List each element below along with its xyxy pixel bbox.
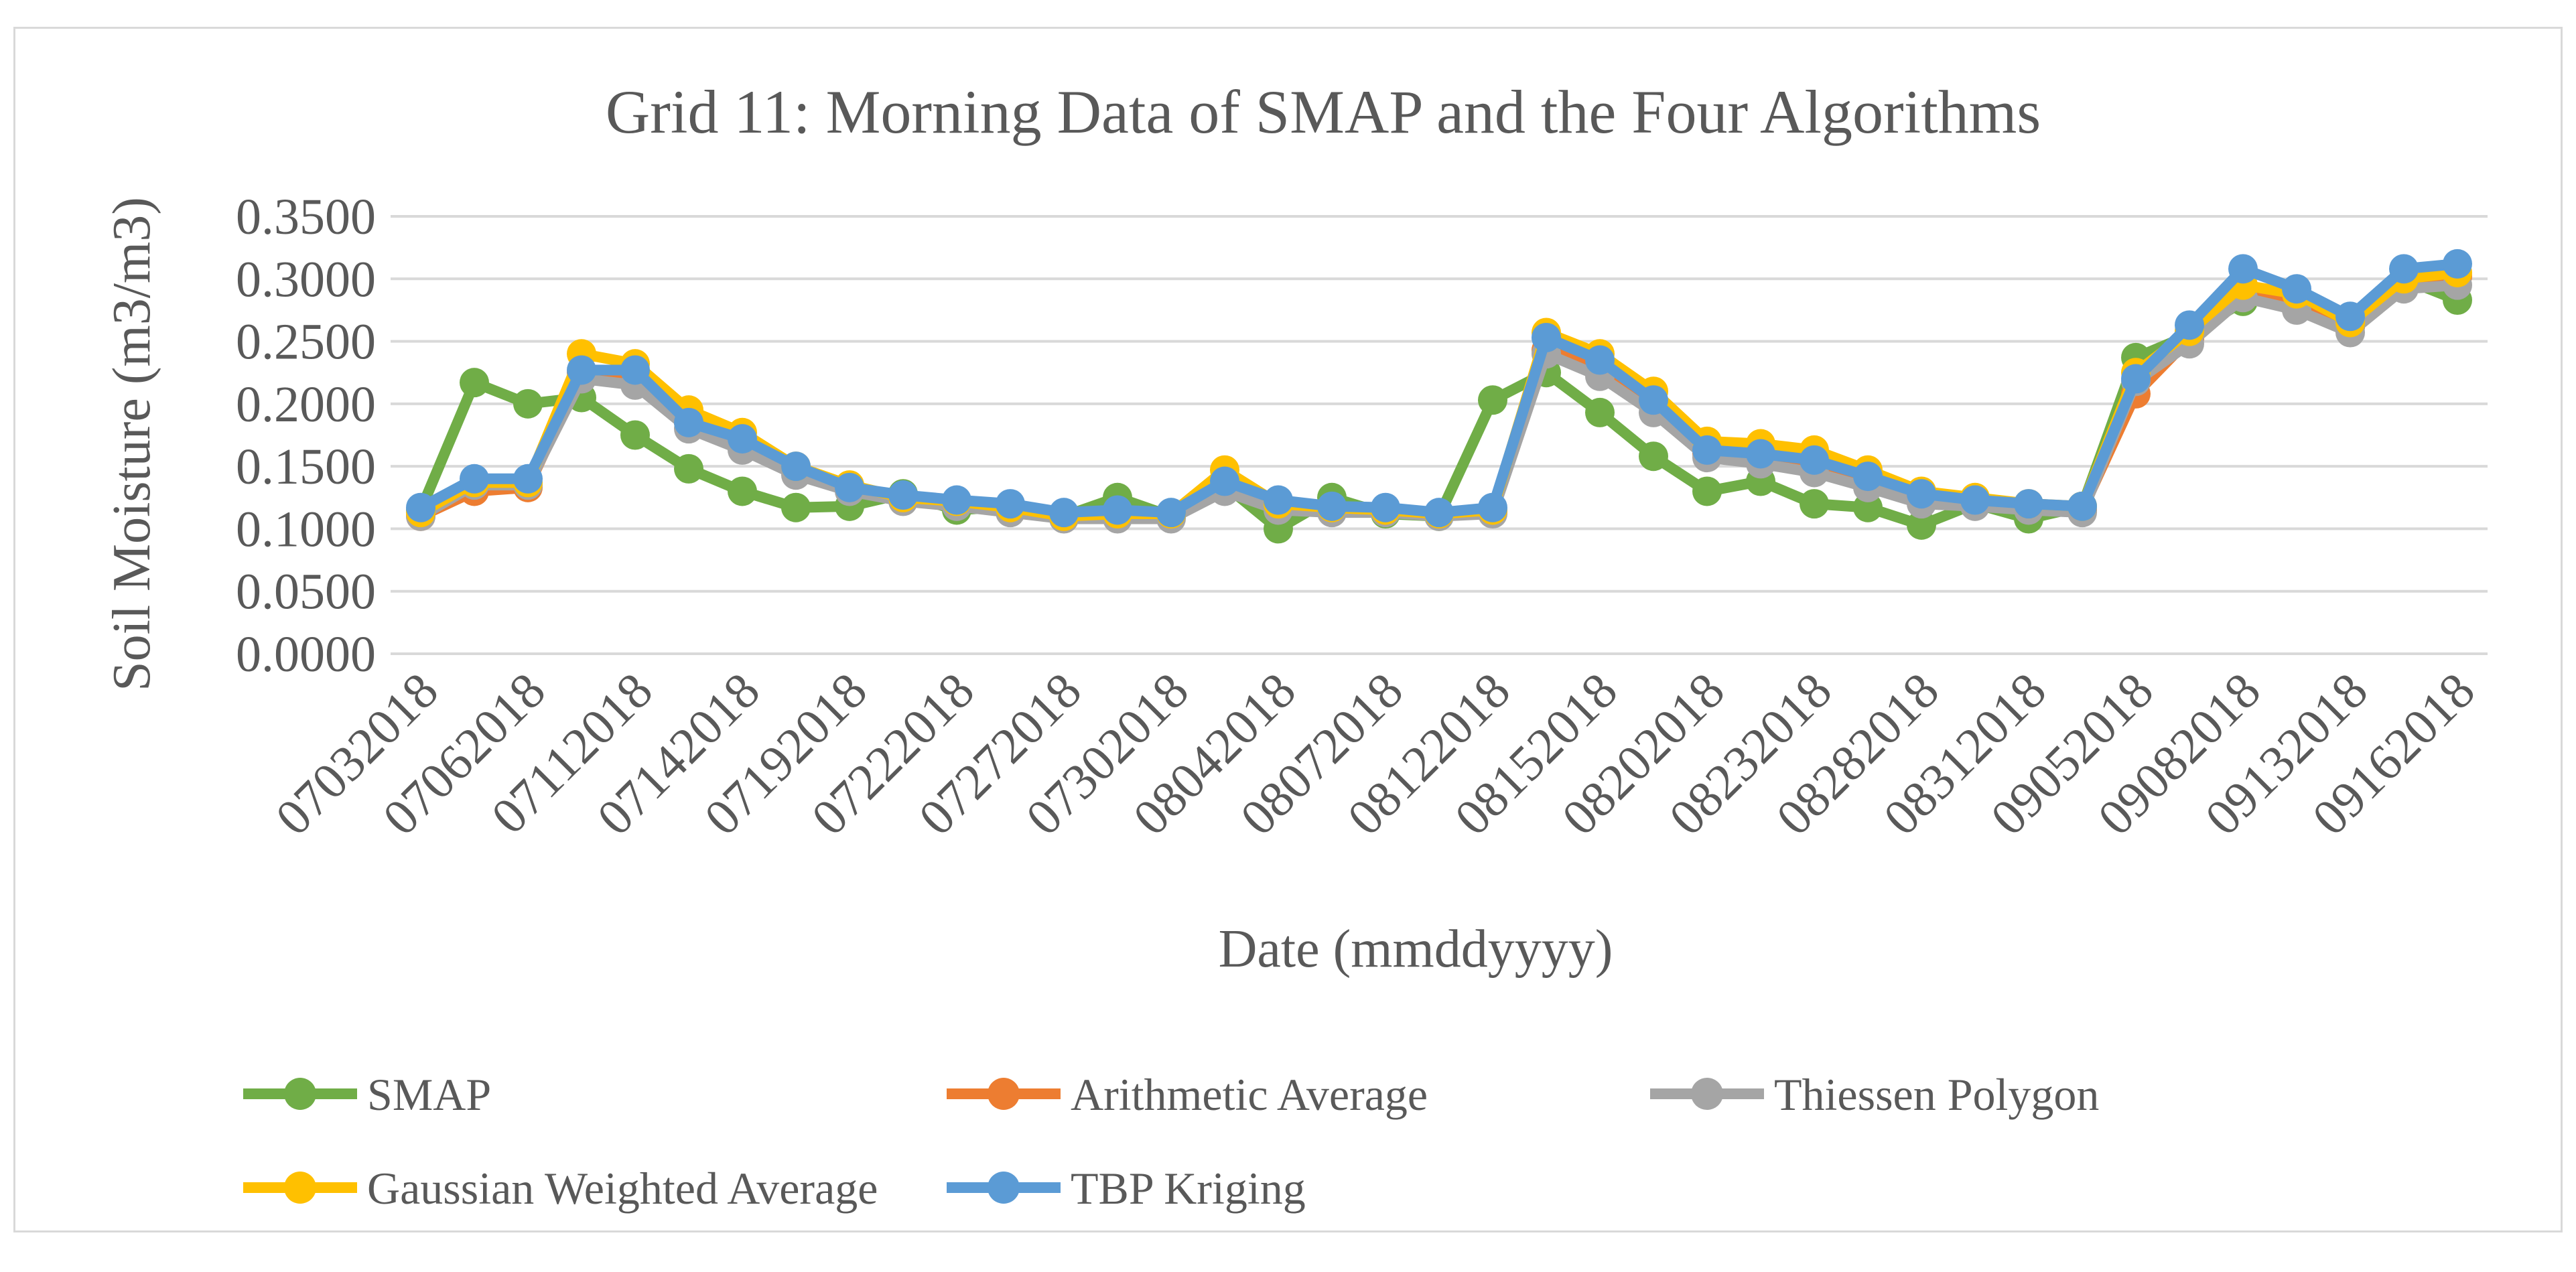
- data-point: [2067, 491, 2097, 521]
- data-point: [2282, 274, 2311, 304]
- data-point: [1853, 462, 1883, 492]
- data-point: [1103, 495, 1132, 525]
- data-point: [513, 464, 543, 494]
- y-tick-label: 0.0500: [236, 564, 376, 620]
- y-tick-label: 0.2500: [236, 314, 376, 370]
- series-tbp-kriging: [406, 249, 2472, 528]
- legend-item: Gaussian Weighted Average: [243, 1163, 878, 1214]
- data-point: [1156, 498, 1186, 528]
- data-point: [674, 453, 703, 484]
- legend-label: Gaussian Weighted Average: [367, 1163, 878, 1214]
- legend-label: Thiessen Polygon: [1774, 1069, 2099, 1120]
- legend-swatch-marker: [988, 1078, 1020, 1110]
- data-point: [996, 489, 1025, 519]
- data-point: [2335, 301, 2365, 332]
- data-point: [728, 424, 757, 454]
- data-point: [2228, 254, 2258, 284]
- data-point: [2443, 249, 2472, 279]
- line-chart: Grid 11: Morning Data of SMAP and the Fo…: [103, 78, 2488, 1214]
- x-axis-title: Date (mmddyyyy): [1219, 920, 1613, 979]
- legend-swatch-marker: [1691, 1078, 1723, 1110]
- data-point: [567, 355, 596, 385]
- y-tick-label: 0.1000: [236, 501, 376, 557]
- series-arithmetic-average: [406, 261, 2472, 531]
- data-point: [460, 464, 489, 494]
- x-axis-ticks: 0703201807062018071120180714201807192018…: [265, 662, 2486, 846]
- data-point: [2389, 254, 2419, 284]
- data-point: [1585, 345, 1615, 375]
- data-point: [674, 407, 703, 437]
- y-tick-label: 0.2000: [236, 376, 376, 433]
- data-point: [1639, 441, 1668, 472]
- data-point: [2121, 364, 2151, 394]
- legend-swatch-marker: [284, 1078, 316, 1110]
- data-point: [1210, 466, 1239, 496]
- legend-item: TBP Kriging: [947, 1163, 1306, 1214]
- data-point: [2014, 489, 2043, 519]
- series-lines: [406, 249, 2472, 544]
- data-point: [888, 480, 918, 510]
- legend-item: SMAP: [243, 1069, 491, 1120]
- data-point: [1692, 476, 1722, 506]
- y-tick-label: 0.3500: [236, 189, 376, 245]
- data-point: [2175, 310, 2204, 340]
- y-tick-label: 0.3000: [236, 251, 376, 307]
- data-point: [460, 368, 489, 398]
- data-point: [513, 388, 543, 419]
- legend-swatch-marker: [284, 1172, 316, 1204]
- data-point: [1800, 445, 1829, 475]
- data-point: [781, 451, 811, 482]
- chart-frame: Grid 11: Morning Data of SMAP and the Fo…: [13, 27, 2563, 1232]
- legend-label: Arithmetic Average: [1071, 1069, 1428, 1120]
- data-point: [1907, 479, 1936, 509]
- data-point: [1478, 385, 1507, 415]
- y-axis-title: Soil Moisture (m3/m3): [103, 197, 161, 691]
- data-point: [1960, 485, 1990, 515]
- legend-swatch-marker: [988, 1172, 1020, 1204]
- chart-title: Grid 11: Morning Data of SMAP and the Fo…: [606, 78, 2041, 146]
- y-tick-label: 0.0000: [236, 626, 376, 683]
- data-point: [1692, 435, 1722, 465]
- legend-label: SMAP: [367, 1069, 491, 1120]
- data-point: [1264, 485, 1293, 515]
- data-point: [1585, 397, 1615, 427]
- data-point: [781, 492, 811, 522]
- series-thiessen-polygon: [406, 270, 2472, 534]
- data-point: [728, 476, 757, 506]
- data-point: [1049, 498, 1079, 528]
- data-point: [1907, 510, 1936, 540]
- series-line: [415, 258, 2463, 518]
- data-point: [1371, 492, 1400, 522]
- legend: SMAP Arithmetic Average Thiessen Polygon Ga…: [243, 1069, 2099, 1214]
- series-gaussian-weighted-average: [406, 257, 2472, 531]
- data-point: [620, 420, 650, 450]
- data-point: [835, 472, 864, 502]
- data-point: [1317, 491, 1347, 521]
- y-axis-ticks: 0.0000 0.0500 0.1000 0.1500 0.2000 0.2500 0.30…: [236, 189, 376, 683]
- data-point: [1746, 439, 1775, 469]
- y-tick-label: 0.1500: [236, 439, 376, 495]
- legend-label: TBP Kriging: [1071, 1163, 1306, 1214]
- data-point: [942, 485, 971, 515]
- data-point: [1478, 492, 1507, 522]
- data-point: [1532, 322, 1561, 352]
- data-point: [1639, 385, 1668, 415]
- data-point: [1424, 498, 1454, 528]
- legend-item: Thiessen Polygon: [1650, 1069, 2099, 1120]
- data-point: [620, 355, 650, 385]
- data-point: [406, 492, 435, 522]
- data-point: [1800, 489, 1829, 519]
- legend-item: Arithmetic Average: [947, 1069, 1428, 1120]
